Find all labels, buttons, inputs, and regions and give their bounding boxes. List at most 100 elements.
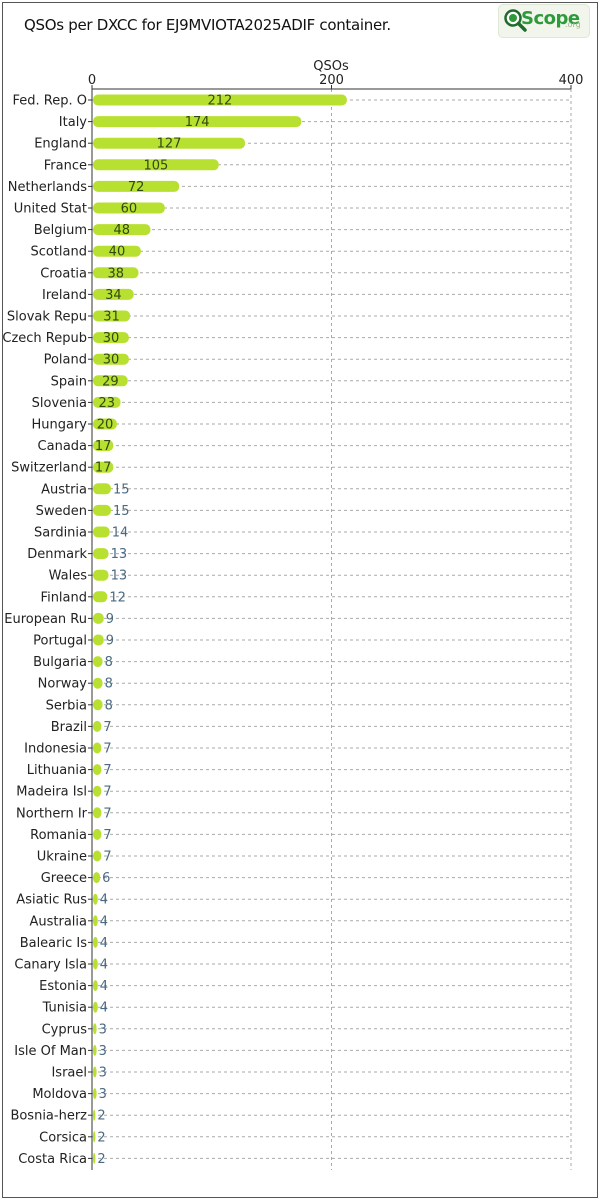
bar xyxy=(93,742,102,754)
value-label: 4 xyxy=(100,1001,108,1016)
bar xyxy=(93,116,302,128)
category-label: Netherlands xyxy=(8,180,87,195)
value-label: 31 xyxy=(103,310,120,325)
category-label: Czech Repub xyxy=(2,331,87,346)
bar xyxy=(93,159,219,171)
value-label: 13 xyxy=(111,569,128,584)
value-label: 23 xyxy=(98,396,115,411)
value-label: 17 xyxy=(95,461,112,476)
value-label: 212 xyxy=(208,94,233,109)
value-label: 3 xyxy=(99,1044,107,1059)
category-label: Switzerland xyxy=(11,461,87,476)
category-label: Madeira Isl xyxy=(16,785,87,800)
value-label: 4 xyxy=(100,958,108,973)
category-label: Belgium xyxy=(34,223,87,238)
bar xyxy=(93,958,98,970)
category-label: Scotland xyxy=(30,245,87,260)
category-label: Corsica xyxy=(39,1130,87,1145)
bars-layer: 2121741271057260484038343130302923201717… xyxy=(93,94,347,1167)
value-label: 9 xyxy=(106,634,114,649)
value-label: 7 xyxy=(103,828,111,843)
value-label: 8 xyxy=(105,698,113,713)
bar xyxy=(93,461,114,473)
value-label: 8 xyxy=(105,677,113,692)
x-tick-label: 400 xyxy=(559,73,584,88)
chart-title: QSOs per DXCC for EJ9MVIOTA2025ADIF cont… xyxy=(24,16,391,34)
bar xyxy=(93,137,246,149)
bar xyxy=(93,893,98,905)
value-label: 4 xyxy=(100,893,108,908)
category-label: Ukraine xyxy=(37,850,87,865)
category-label: Tunisia xyxy=(42,1001,87,1016)
value-label: 2 xyxy=(97,1152,105,1167)
value-label: 60 xyxy=(121,202,138,217)
category-label: Slovak Repu xyxy=(7,310,87,325)
value-label: 15 xyxy=(113,504,130,519)
value-label: 7 xyxy=(103,763,111,778)
value-label: 20 xyxy=(97,418,114,433)
category-label: Sweden xyxy=(36,504,87,519)
bar xyxy=(93,936,98,948)
category-label: Wales xyxy=(49,569,88,584)
category-label: Italy xyxy=(59,115,88,130)
category-label: Cyprus xyxy=(42,1022,88,1037)
category-label: Balearic Is xyxy=(20,936,88,951)
value-label: 7 xyxy=(103,850,111,865)
bar xyxy=(93,1109,96,1121)
category-label: United Stat xyxy=(14,202,87,217)
value-label: 4 xyxy=(100,936,108,951)
category-label: Costa Rica xyxy=(18,1152,87,1167)
grid-layer xyxy=(92,89,572,1170)
bar xyxy=(93,656,103,668)
bar xyxy=(93,548,109,560)
value-label: 34 xyxy=(105,288,122,303)
logo-text: Scope xyxy=(521,8,580,29)
bar xyxy=(93,202,165,214)
bar xyxy=(93,677,103,689)
category-label: Brazil xyxy=(51,720,87,735)
category-label: Asiatic Rus xyxy=(16,893,87,908)
bar xyxy=(93,332,129,344)
value-label: 7 xyxy=(103,720,111,735)
value-label: 8 xyxy=(105,655,113,670)
x-tick-label: 200 xyxy=(319,73,344,88)
category-label: Portugal xyxy=(33,634,87,649)
category-label: Sardinia xyxy=(34,526,87,541)
category-label: Ireland xyxy=(42,288,87,303)
magnifier-icon xyxy=(504,9,527,32)
bar xyxy=(93,353,129,365)
value-label: 105 xyxy=(143,158,168,173)
category-label: Hungary xyxy=(31,418,87,433)
category-label: European Ru xyxy=(4,612,87,627)
bar xyxy=(93,591,108,603)
category-label: Bosnia-herz xyxy=(10,1109,87,1124)
value-label: 3 xyxy=(99,1087,107,1102)
value-label: 48 xyxy=(113,223,130,238)
bar xyxy=(93,180,180,192)
bar xyxy=(93,785,102,797)
category-label: France xyxy=(44,158,87,173)
bar xyxy=(93,94,347,106)
value-label: 30 xyxy=(103,331,120,346)
bar xyxy=(93,807,102,819)
category-label: Slovenia xyxy=(32,396,87,411)
category-label: Poland xyxy=(44,353,87,368)
bar xyxy=(93,915,98,927)
value-label: 7 xyxy=(103,806,111,821)
x-tick-label: 0 xyxy=(88,73,96,88)
value-label: 14 xyxy=(112,526,129,541)
bar xyxy=(93,850,102,862)
bar xyxy=(93,699,103,711)
value-label: 13 xyxy=(111,547,128,562)
qscope-logo[interactable]: Scope .org xyxy=(498,4,590,38)
bar xyxy=(93,1088,97,1100)
category-label: Romania xyxy=(30,828,87,843)
bar xyxy=(93,1023,97,1035)
bar xyxy=(93,267,139,279)
category-label: Lithuania xyxy=(27,763,87,778)
value-label: 17 xyxy=(95,439,112,454)
value-label: 12 xyxy=(109,590,126,605)
bar xyxy=(93,980,98,992)
bar xyxy=(93,504,111,516)
bar xyxy=(93,1001,98,1013)
